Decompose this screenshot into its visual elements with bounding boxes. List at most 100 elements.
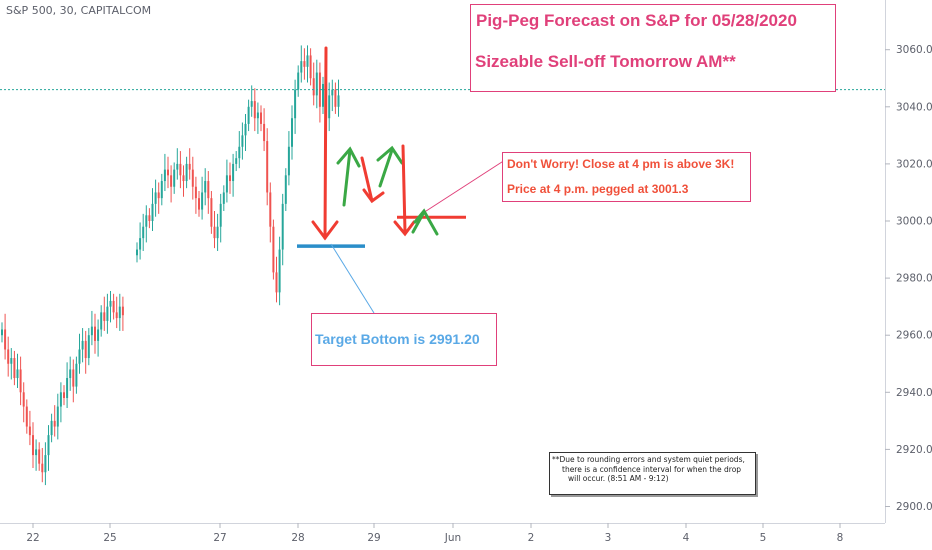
candle-body <box>66 378 69 399</box>
candle-body <box>318 72 321 107</box>
candle-body <box>176 163 179 170</box>
x-tick-label: 5 <box>760 532 767 544</box>
candle-body <box>94 326 96 341</box>
x-axis-ticks[interactable]: 22 25 27 28 29 Jun 2 3 4 5 8 <box>26 523 843 544</box>
candle-body <box>28 426 31 436</box>
candle-body <box>4 329 7 350</box>
y-tick-label: 3040.0 <box>896 101 932 113</box>
y-tick-label: 3000.0 <box>896 216 932 228</box>
candle-body <box>256 112 259 119</box>
candle-body <box>179 163 182 176</box>
disclaimer-line-3: will occur. (8:51 AM - 9:12) <box>568 474 669 483</box>
candle-body <box>103 312 106 321</box>
y-axis-ticks[interactable]: 2900.0 2920.0 2940.0 2960.0 2980.0 3000.0 3020… <box>885 44 932 513</box>
x-tick-label: 28 <box>291 532 304 544</box>
candle-body <box>118 306 121 319</box>
candle-body <box>201 192 204 210</box>
candle-body <box>121 306 124 316</box>
candle-body <box>63 392 65 399</box>
candle-body <box>157 192 160 199</box>
symbol-label: S&P 500, 30, CAPITALCOM <box>6 4 152 17</box>
candle-body <box>263 123 266 142</box>
candle-body <box>81 340 84 350</box>
candle-body <box>72 369 75 387</box>
candle-body <box>38 449 41 464</box>
candle-body <box>191 169 194 187</box>
candle-body <box>244 123 247 136</box>
candle-body <box>294 89 297 119</box>
candle-body <box>334 89 337 107</box>
candle-body <box>136 249 138 256</box>
candle-body <box>7 349 10 364</box>
y-tick-label: 2940.0 <box>896 387 932 399</box>
candle-body <box>287 146 290 176</box>
candle-body <box>216 226 219 239</box>
candle-body <box>148 215 151 221</box>
candle-body <box>47 435 50 456</box>
candle-body <box>170 175 173 187</box>
x-tick-label: 3 <box>605 532 612 544</box>
candle-body <box>10 358 13 364</box>
candle-body <box>253 101 256 119</box>
candle-body <box>56 406 59 427</box>
x-tick-label: 2 <box>528 532 535 544</box>
candle-body <box>278 249 281 293</box>
x-tick-label: 22 <box>26 532 39 544</box>
candle-body <box>44 455 47 473</box>
candle-body <box>297 72 300 90</box>
candle-body <box>145 215 148 227</box>
candle-body <box>139 238 142 250</box>
candle-body <box>219 203 222 227</box>
close-callout-box: Don't Worry! Close at 4 pm is above 3K! … <box>502 152 751 202</box>
candle-body <box>260 112 262 124</box>
x-tick-label: 27 <box>213 532 226 544</box>
candle-body <box>22 392 25 407</box>
forecast-title: Pig-Peg Forecast on S&P for 05/28/2020 <box>476 11 797 30</box>
candle-body <box>173 169 176 187</box>
candle-body <box>35 449 38 456</box>
candle-body <box>198 198 200 210</box>
candle-body <box>167 169 169 176</box>
candle-body <box>210 198 213 227</box>
y-tick-label: 2900.0 <box>896 501 932 513</box>
close-up-arrow <box>411 208 439 236</box>
candle-body <box>25 406 28 427</box>
candle-body <box>241 135 244 147</box>
candle-body <box>16 369 19 379</box>
candlestick-series <box>1 45 340 486</box>
disclaimer-line-1: **Due to rounding errors and system quie… <box>552 455 745 464</box>
forecast-title-box: Pig-Peg Forecast on S&P for 05/28/2020 S… <box>470 4 836 92</box>
candle-body <box>142 226 145 239</box>
x-tick-label: 25 <box>103 532 116 544</box>
candle-body <box>154 192 157 204</box>
rally-up-arrow <box>376 145 404 188</box>
y-tick-label: 2920.0 <box>896 444 932 456</box>
candle-body <box>160 181 163 199</box>
target-callout-text: Target Bottom is 2991.20 <box>315 331 480 347</box>
candle-body <box>112 300 115 313</box>
close-price-text: Price at 4 p.m. pegged at 3001.3 <box>507 182 689 196</box>
candle-body <box>306 55 309 67</box>
target-callout-box: Target Bottom is 2991.20 <box>311 313 497 366</box>
candle-body <box>328 95 331 119</box>
candle-body <box>303 61 306 67</box>
candle-body <box>275 272 278 293</box>
candle-body <box>59 392 62 407</box>
candle-body <box>90 326 93 336</box>
candle-body <box>50 420 53 436</box>
y-tick-label: 3020.0 <box>896 158 932 170</box>
candle-body <box>281 203 284 250</box>
candle-body <box>229 175 231 182</box>
disclaimer-line-2: there is a confidence interval for when … <box>562 465 742 474</box>
candle-body <box>13 358 16 379</box>
y-tick-label: 3060.0 <box>896 44 932 56</box>
candle-body <box>247 106 250 124</box>
candle-body <box>32 435 34 456</box>
candle-body <box>163 169 166 182</box>
candle-body <box>309 55 312 79</box>
candle-body <box>78 349 81 364</box>
candle-body <box>272 226 275 273</box>
candle-body <box>284 175 287 204</box>
candle-body <box>207 181 210 199</box>
